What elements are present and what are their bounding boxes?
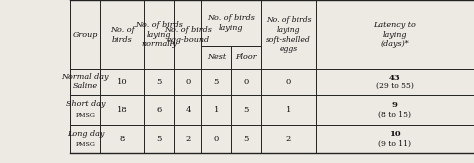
Text: 9: 9 bbox=[392, 101, 398, 109]
Text: Short day: Short day bbox=[65, 100, 105, 108]
Text: 5: 5 bbox=[156, 78, 162, 86]
Text: PMSG: PMSG bbox=[75, 112, 95, 118]
Text: 0: 0 bbox=[286, 78, 291, 86]
Text: 4: 4 bbox=[185, 106, 191, 114]
Text: 8: 8 bbox=[119, 135, 125, 143]
Text: 1: 1 bbox=[214, 106, 219, 114]
Text: Normal day: Normal day bbox=[62, 73, 109, 81]
Text: 5: 5 bbox=[244, 135, 249, 143]
Text: 1: 1 bbox=[286, 106, 291, 114]
Text: Saline: Saline bbox=[73, 82, 98, 90]
Text: 0: 0 bbox=[244, 78, 249, 86]
Text: No. of birds
egg-bound: No. of birds egg-bound bbox=[164, 26, 212, 44]
Text: Latency to
laying
(days)*: Latency to laying (days)* bbox=[374, 21, 416, 48]
Text: 2: 2 bbox=[286, 135, 291, 143]
Text: No. of birds
laying: No. of birds laying bbox=[207, 14, 255, 32]
Text: No. of
birds: No. of birds bbox=[110, 26, 134, 44]
Text: 6: 6 bbox=[156, 106, 162, 114]
Text: PMSG: PMSG bbox=[75, 142, 95, 147]
Text: 5: 5 bbox=[244, 106, 249, 114]
Text: 5: 5 bbox=[214, 78, 219, 86]
Text: Nest: Nest bbox=[207, 53, 226, 61]
Text: (29 to 55): (29 to 55) bbox=[376, 82, 414, 90]
Text: Floor: Floor bbox=[236, 53, 257, 61]
Text: 43: 43 bbox=[389, 74, 401, 82]
Text: 0: 0 bbox=[185, 78, 191, 86]
Text: (8 to 15): (8 to 15) bbox=[378, 111, 411, 119]
Text: 18: 18 bbox=[117, 106, 128, 114]
Text: No. of birds
laying
soft-shelled
eggs: No. of birds laying soft-shelled eggs bbox=[266, 16, 311, 53]
Text: Group: Group bbox=[73, 31, 98, 39]
Text: 2: 2 bbox=[185, 135, 191, 143]
Text: 10: 10 bbox=[389, 130, 401, 138]
Text: 10: 10 bbox=[117, 78, 128, 86]
Text: Long day: Long day bbox=[67, 130, 104, 138]
Text: (9 to 11): (9 to 11) bbox=[378, 140, 411, 148]
Text: No. of birds
laying
normally: No. of birds laying normally bbox=[135, 21, 183, 48]
Text: 5: 5 bbox=[156, 135, 162, 143]
Text: 0: 0 bbox=[214, 135, 219, 143]
